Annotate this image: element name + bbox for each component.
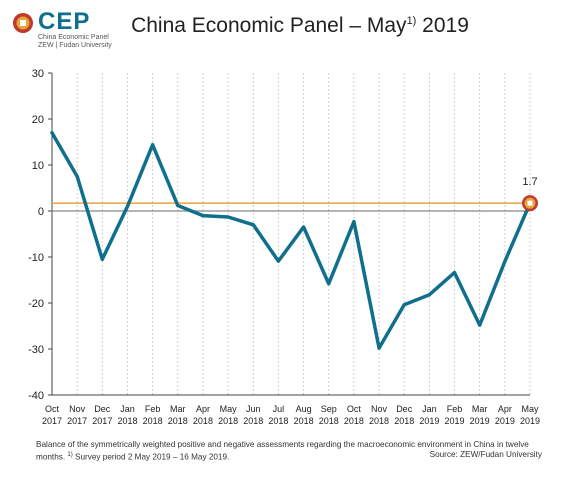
title-main: China Economic Panel – May [131, 14, 407, 37]
x-tick-label: Oct 2017 [42, 404, 62, 426]
data-point [176, 203, 180, 208]
data-point [478, 323, 482, 327]
note-footnote-mark: 1) [67, 452, 73, 458]
x-tick-label: Mar 2018 [168, 404, 188, 426]
y-tick-label: 20 [32, 114, 44, 126]
note-survey-period: Survey period 2 May 2019 – 16 May 2019. [72, 452, 230, 462]
data-point [402, 303, 406, 307]
note-main-text: Balance of the symmetrically weighted po… [36, 440, 529, 462]
data-point [125, 204, 130, 208]
data-point [226, 215, 230, 219]
data-point [100, 257, 104, 261]
logo-subtitle-2: ZEW | Fudan University [38, 42, 112, 49]
y-tick-label: 30 [32, 68, 44, 80]
title-footnote-mark: 1) [406, 15, 417, 27]
chart-note: Balance of the symmetrically weighted po… [36, 439, 544, 463]
y-tick-label: -40 [28, 390, 44, 402]
x-tick-label: Nov 2017 [67, 404, 87, 426]
data-point [251, 223, 255, 227]
logo-wordmark: CEP [38, 8, 91, 35]
x-tick-label: Dec 2017 [92, 404, 112, 426]
x-tick-label: May 2019 [520, 404, 540, 426]
x-tick-label: Nov 2018 [369, 404, 389, 426]
data-point [452, 271, 457, 275]
data-point [151, 143, 155, 147]
title-year: 2019 [416, 14, 469, 37]
y-tick-label: 10 [32, 160, 44, 172]
x-tick-label: Jan 2018 [117, 404, 137, 426]
x-tick-label: Jul 2018 [268, 404, 288, 426]
x-tick-label: Feb 2018 [143, 404, 163, 426]
x-tick-label: Jan 2019 [419, 404, 439, 426]
x-tick-label: May 2018 [218, 404, 238, 426]
logo-subtitle-1: China Economic Panel [38, 34, 109, 41]
x-tick-label: Mar 2019 [470, 404, 490, 426]
cep-logo-mark-icon [13, 13, 33, 33]
page-title: China Economic Panel – May1) 2019 [0, 14, 570, 38]
y-tick-label: -10 [28, 252, 44, 264]
latest-value-marker-center [527, 200, 533, 206]
data-point [503, 260, 507, 264]
source-text: Source: ZEW/Fudan University [429, 450, 542, 459]
data-point [427, 293, 431, 297]
data-point [276, 259, 281, 263]
data-point [50, 131, 54, 135]
x-tick-label: Oct 2018 [344, 404, 364, 426]
cep-logo: CEP China Economic Panel ZEW | Fudan Uni… [8, 8, 138, 50]
x-tick-label: Dec 2018 [394, 404, 414, 426]
y-tick-label: 0 [38, 206, 44, 218]
y-tick-label: -20 [28, 298, 44, 310]
x-tick-label: Apr 2018 [193, 404, 213, 426]
x-tick-label: Apr 2019 [495, 404, 515, 426]
series-line [50, 131, 532, 350]
latest-value-label: 1.7 [522, 176, 537, 188]
x-tick-label: Aug 2018 [294, 404, 314, 426]
data-point [301, 225, 306, 229]
x-tick-label: Jun 2018 [243, 404, 263, 426]
x-tick-label: Feb 2019 [445, 404, 465, 426]
x-tick-label: Sep 2018 [319, 404, 339, 426]
data-point [75, 174, 79, 179]
y-tick-label: -30 [28, 344, 44, 356]
data-point [352, 219, 356, 224]
data-point [327, 282, 331, 286]
data-point [377, 346, 381, 350]
data-point [201, 214, 205, 218]
